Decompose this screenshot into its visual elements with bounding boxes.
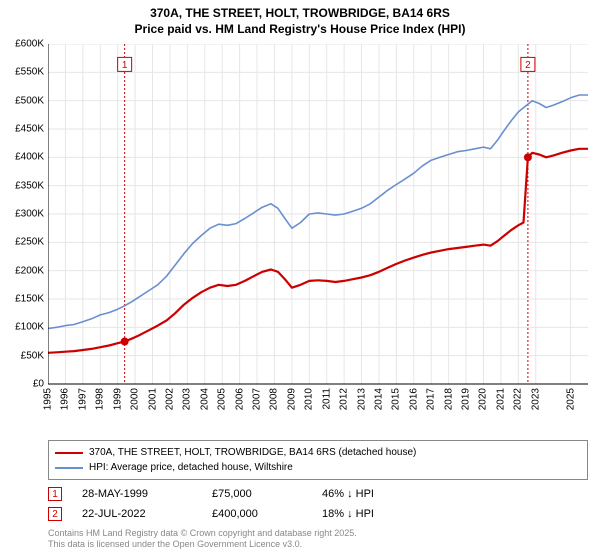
legend-row-1: HPI: Average price, detached house, Wilt… xyxy=(55,460,581,475)
x-tick-label: 2023 xyxy=(530,388,541,410)
y-tick-label: £150K xyxy=(2,294,44,305)
legend-swatch-0 xyxy=(55,452,83,454)
x-tick-label: 1997 xyxy=(77,388,88,410)
x-tick-label: 2020 xyxy=(478,388,489,410)
x-tick-label: 2007 xyxy=(252,388,263,410)
title-line-1: 370A, THE STREET, HOLT, TROWBRIDGE, BA14… xyxy=(0,6,600,22)
sale-markers-table: 1 28-MAY-1999 £75,000 46% ↓ HPI 2 22-JUL… xyxy=(48,484,588,524)
footnote-line-1: Contains HM Land Registry data © Crown c… xyxy=(48,528,588,539)
y-tick-label: £600K xyxy=(2,39,44,50)
x-tick-label: 2001 xyxy=(147,388,158,410)
legend-label-0: 370A, THE STREET, HOLT, TROWBRIDGE, BA14… xyxy=(89,445,416,460)
x-tick-label: 2000 xyxy=(130,388,141,410)
marker-row-1: 2 22-JUL-2022 £400,000 18% ↓ HPI xyxy=(48,504,588,524)
x-tick-label: 2012 xyxy=(339,388,350,410)
legend-swatch-1 xyxy=(55,467,83,469)
x-tick-label: 2022 xyxy=(513,388,524,410)
x-tick-label: 2006 xyxy=(234,388,245,410)
marker-box-1: 2 xyxy=(48,507,62,521)
x-tick-label: 2016 xyxy=(408,388,419,410)
y-tick-label: £200K xyxy=(2,265,44,276)
y-tick-label: £500K xyxy=(2,95,44,106)
x-tick-label: 2003 xyxy=(182,388,193,410)
y-tick-label: £250K xyxy=(2,237,44,248)
x-tick-label: 2010 xyxy=(304,388,315,410)
x-tick-label: 2005 xyxy=(217,388,228,410)
x-tick-label: 1996 xyxy=(60,388,71,410)
y-tick-label: £0 xyxy=(2,379,44,390)
legend-label-1: HPI: Average price, detached house, Wilt… xyxy=(89,460,293,475)
marker-price-0: £75,000 xyxy=(212,488,322,500)
y-tick-label: £300K xyxy=(2,209,44,220)
svg-text:1: 1 xyxy=(122,60,128,71)
footnote: Contains HM Land Registry data © Crown c… xyxy=(48,528,588,551)
x-tick-label: 1995 xyxy=(43,388,54,410)
x-tick-label: 1998 xyxy=(95,388,106,410)
footnote-line-2: This data is licensed under the Open Gov… xyxy=(48,539,588,550)
x-tick-label: 2018 xyxy=(443,388,454,410)
marker-row-0: 1 28-MAY-1999 £75,000 46% ↓ HPI xyxy=(48,484,588,504)
marker-price-1: £400,000 xyxy=(212,508,322,520)
chart-title: 370A, THE STREET, HOLT, TROWBRIDGE, BA14… xyxy=(0,0,600,37)
x-tick-label: 2013 xyxy=(356,388,367,410)
y-tick-label: £50K xyxy=(2,350,44,361)
marker-rel-0: 46% ↓ HPI xyxy=(322,488,442,500)
chart-svg: 12 xyxy=(48,44,588,414)
x-tick-label: 2025 xyxy=(565,388,576,410)
title-line-2: Price paid vs. HM Land Registry's House … xyxy=(0,22,600,38)
marker-date-1: 22-JUL-2022 xyxy=(82,508,212,520)
x-tick-label: 1999 xyxy=(112,388,123,410)
y-tick-label: £350K xyxy=(2,180,44,191)
x-tick-label: 2002 xyxy=(164,388,175,410)
marker-box-0: 1 xyxy=(48,487,62,501)
x-tick-label: 2014 xyxy=(373,388,384,410)
x-tick-label: 2004 xyxy=(199,388,210,410)
x-tick-label: 2011 xyxy=(321,388,332,410)
x-tick-label: 2008 xyxy=(269,388,280,410)
y-tick-label: £450K xyxy=(2,124,44,135)
x-tick-label: 2009 xyxy=(286,388,297,410)
legend-row-0: 370A, THE STREET, HOLT, TROWBRIDGE, BA14… xyxy=(55,445,581,460)
legend: 370A, THE STREET, HOLT, TROWBRIDGE, BA14… xyxy=(48,440,588,480)
marker-rel-1: 18% ↓ HPI xyxy=(322,508,442,520)
y-tick-label: £400K xyxy=(2,152,44,163)
x-tick-label: 2019 xyxy=(461,388,472,410)
chart-plot: 12 xyxy=(48,44,588,414)
x-tick-label: 2021 xyxy=(495,388,506,410)
y-tick-label: £100K xyxy=(2,322,44,333)
svg-text:2: 2 xyxy=(525,60,531,71)
y-tick-label: £550K xyxy=(2,67,44,78)
marker-date-0: 28-MAY-1999 xyxy=(82,488,212,500)
x-tick-label: 2017 xyxy=(426,388,437,410)
x-tick-label: 2015 xyxy=(391,388,402,410)
